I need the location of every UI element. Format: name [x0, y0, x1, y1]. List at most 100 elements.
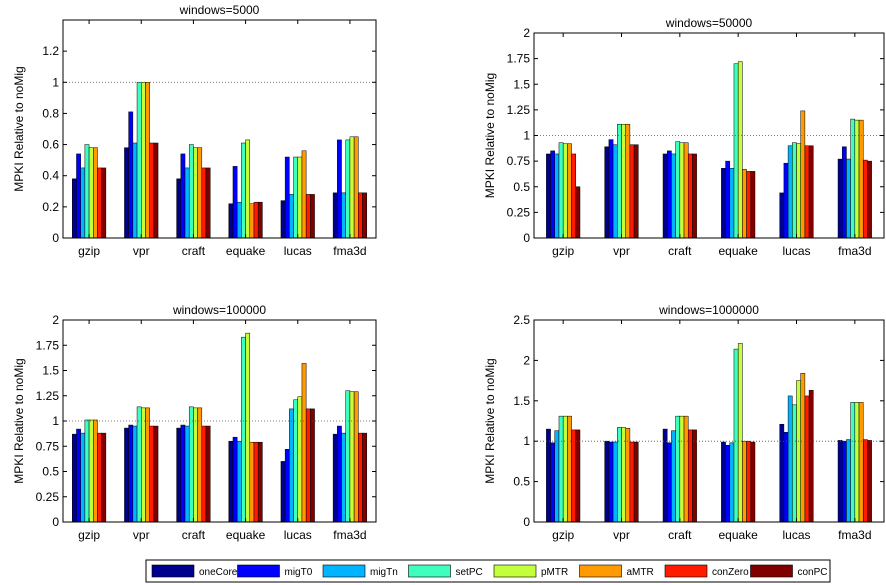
- y-tick-label: 0: [52, 231, 59, 245]
- bar-migT0-lucas: [284, 449, 290, 523]
- x-tick-label: equake: [226, 528, 266, 542]
- bar-migTn-craft: [184, 167, 190, 239]
- legend-box: [145, 559, 831, 583]
- x-tick-label: lucas: [284, 528, 312, 542]
- bar-migT0-gzip: [550, 442, 556, 523]
- legend-swatch-aMTR: [579, 564, 622, 578]
- y-tick-label: 0.4: [42, 169, 59, 183]
- bar-conPC-craft: [692, 429, 697, 523]
- bar-conZero-equake: [746, 171, 752, 239]
- chart-panels: windows=5000 MPKI Relative to noMig 0 0.2 0.…: [12, 3, 885, 542]
- y-tick-label: 2: [52, 313, 59, 327]
- bar-aMTR-craft: [683, 142, 689, 239]
- bar-setPC-lucas: [293, 399, 298, 523]
- bar-migTn-vpr: [132, 425, 138, 523]
- chart-title: windows=5000: [179, 3, 260, 17]
- bar-setPC-equake: [241, 336, 246, 523]
- bar-conZero-gzip: [97, 432, 102, 523]
- legend: oneCore migT0 migTn setPC pMTR aMTR conZero con…: [145, 559, 831, 583]
- bar-conPC-equake: [750, 171, 756, 239]
- y-tick-label: 1: [52, 414, 59, 428]
- bar-aMTR-craft: [683, 415, 689, 523]
- bar-conZero-vpr: [629, 144, 635, 239]
- bar-setPC-vpr: [136, 406, 142, 523]
- legend-swatch-conZero: [664, 564, 708, 578]
- bar-setPC-equake: [241, 142, 246, 239]
- y-tick-label: 0.75: [36, 439, 60, 453]
- bar-aMTR-lucas: [301, 150, 307, 239]
- bar-oneCore-vpr: [124, 427, 129, 523]
- y-axis-label: MPKI Relative to noMig: [483, 73, 497, 198]
- bar-migT0-vpr: [608, 139, 614, 239]
- bar-conPC-fma3d: [362, 432, 367, 523]
- chart-panel-2: windows=50000 MPKI Relative to noMig 0 0.25…: [483, 16, 885, 258]
- bar-conZero-lucas: [305, 408, 311, 523]
- bar-aMTR-vpr: [145, 407, 150, 523]
- bar-aMTR-lucas: [301, 363, 307, 523]
- bar-conPC-gzip: [101, 167, 107, 239]
- bar-aMTR-fma3d: [858, 402, 864, 523]
- bar-migT0-fma3d: [841, 440, 847, 523]
- bar-migT0-equake: [725, 160, 731, 239]
- bar-conZero-vpr: [149, 425, 155, 523]
- bar-setPC-lucas: [293, 156, 298, 239]
- bar-conPC-equake: [750, 441, 756, 523]
- bar-conPC-vpr: [633, 144, 639, 239]
- y-tick-label: 1.75: [507, 52, 531, 66]
- bar-pMTR-craft: [679, 415, 685, 523]
- bar-migT0-equake: [725, 444, 731, 523]
- x-tick-label: gzip: [552, 528, 574, 542]
- x-tick-label: fma3d: [333, 244, 366, 258]
- y-tick-label: 2.5: [513, 313, 530, 327]
- bar-migT0-vpr: [608, 441, 614, 523]
- x-tick-label: gzip: [78, 244, 100, 258]
- bar-oneCore-gzip: [546, 153, 551, 239]
- bar-oneCore-equake: [228, 440, 234, 523]
- bar-setPC-fma3d: [345, 390, 351, 523]
- y-tick-label: 0.5: [42, 465, 59, 479]
- bar-conPC-fma3d: [867, 440, 872, 523]
- bar-migTn-gzip: [80, 167, 86, 239]
- y-axis-label: MPKI Relative to noMig: [483, 358, 497, 483]
- x-tick-label: lucas: [782, 244, 810, 258]
- bar-oneCore-vpr: [604, 440, 610, 523]
- bar-migTn-gzip: [554, 153, 560, 239]
- bar-conZero-gzip: [97, 167, 102, 239]
- bar-conZero-lucas: [305, 194, 311, 239]
- bar-aMTR-gzip: [93, 419, 98, 523]
- bar-conZero-gzip: [571, 429, 577, 523]
- y-tick-label: 0.5: [513, 475, 530, 489]
- bar-conPC-craft: [692, 153, 697, 239]
- legend-label-oneCore: oneCore: [199, 567, 238, 578]
- bar-pMTR-vpr: [141, 407, 146, 523]
- bar-setPC-gzip: [558, 415, 564, 523]
- bar-aMTR-vpr: [625, 123, 631, 239]
- bar-conPC-craft: [205, 167, 211, 239]
- y-tick-label: 0.25: [36, 490, 60, 504]
- bar-migTn-fma3d: [341, 192, 346, 239]
- bar-pMTR-lucas: [796, 380, 801, 523]
- bar-oneCore-craft: [662, 428, 668, 523]
- bar-pMTR-equake: [245, 332, 251, 523]
- bar-migTn-vpr: [132, 142, 138, 239]
- bar-aMTR-equake: [249, 441, 255, 523]
- bar-conZero-fma3d: [358, 192, 363, 239]
- bar-pMTR-lucas: [796, 143, 801, 239]
- bar-setPC-gzip: [84, 419, 90, 523]
- bar-pMTR-vpr: [621, 427, 626, 523]
- bar-conPC-vpr: [153, 142, 159, 239]
- bar-aMTR-gzip: [567, 143, 572, 239]
- y-tick-label: 0: [523, 515, 530, 529]
- bar-conPC-craft: [205, 425, 211, 523]
- bar-conZero-fma3d: [862, 159, 868, 239]
- bar-conPC-vpr: [633, 441, 639, 523]
- bar-migT0-equake: [232, 436, 238, 523]
- bar-oneCore-equake: [721, 441, 726, 523]
- bar-pMTR-craft: [679, 142, 685, 239]
- bar-oneCore-equake: [721, 168, 726, 239]
- bar-migTn-craft: [184, 425, 190, 523]
- bar-aMTR-vpr: [145, 82, 150, 239]
- bar-conPC-equake: [257, 441, 263, 523]
- chart-panel-3: windows=100000 MPKI Relative to noMig 0 0.2…: [12, 303, 377, 542]
- bar-conZero-craft: [687, 153, 693, 239]
